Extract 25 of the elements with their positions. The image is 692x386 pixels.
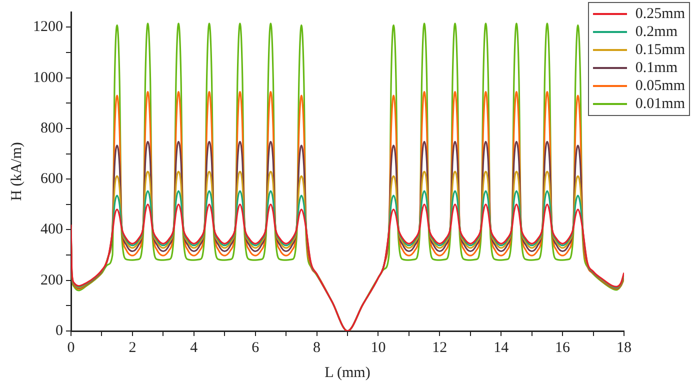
legend-label: 0.25mm bbox=[635, 6, 685, 22]
x-tick-label: 16 bbox=[555, 340, 571, 356]
x-tick-label: 12 bbox=[432, 340, 448, 356]
x-axis-title: L (mm) bbox=[324, 364, 370, 381]
legend-label: 0.05mm bbox=[635, 78, 685, 94]
x-tick-label: 2 bbox=[128, 340, 136, 356]
x-tick-label: 14 bbox=[494, 340, 510, 356]
y-tick-label: 1200 bbox=[33, 19, 63, 36]
legend-label: 0.1mm bbox=[635, 60, 678, 76]
y-tick-label: 200 bbox=[40, 272, 63, 288]
y-tick-label: 800 bbox=[40, 120, 63, 136]
legend-label: 0.01mm bbox=[635, 96, 685, 112]
x-tick-label: 8 bbox=[313, 340, 321, 356]
legend-label: 0.15mm bbox=[635, 42, 685, 58]
x-tick-label: 6 bbox=[252, 340, 260, 356]
y-axis-title: H (kA/m) bbox=[8, 142, 25, 201]
y-tick-label: 400 bbox=[40, 222, 63, 238]
y-tick-label: 0 bbox=[56, 322, 63, 339]
x-tick-label: 4 bbox=[190, 340, 198, 356]
y-tick-label: 600 bbox=[40, 171, 63, 188]
x-tick-label: 18 bbox=[616, 340, 632, 356]
legend-label: 0.2mm bbox=[635, 24, 678, 40]
x-tick-label: 0 bbox=[67, 340, 75, 356]
y-tick-label: 1000 bbox=[33, 70, 63, 86]
x-tick-label: 10 bbox=[370, 340, 386, 356]
